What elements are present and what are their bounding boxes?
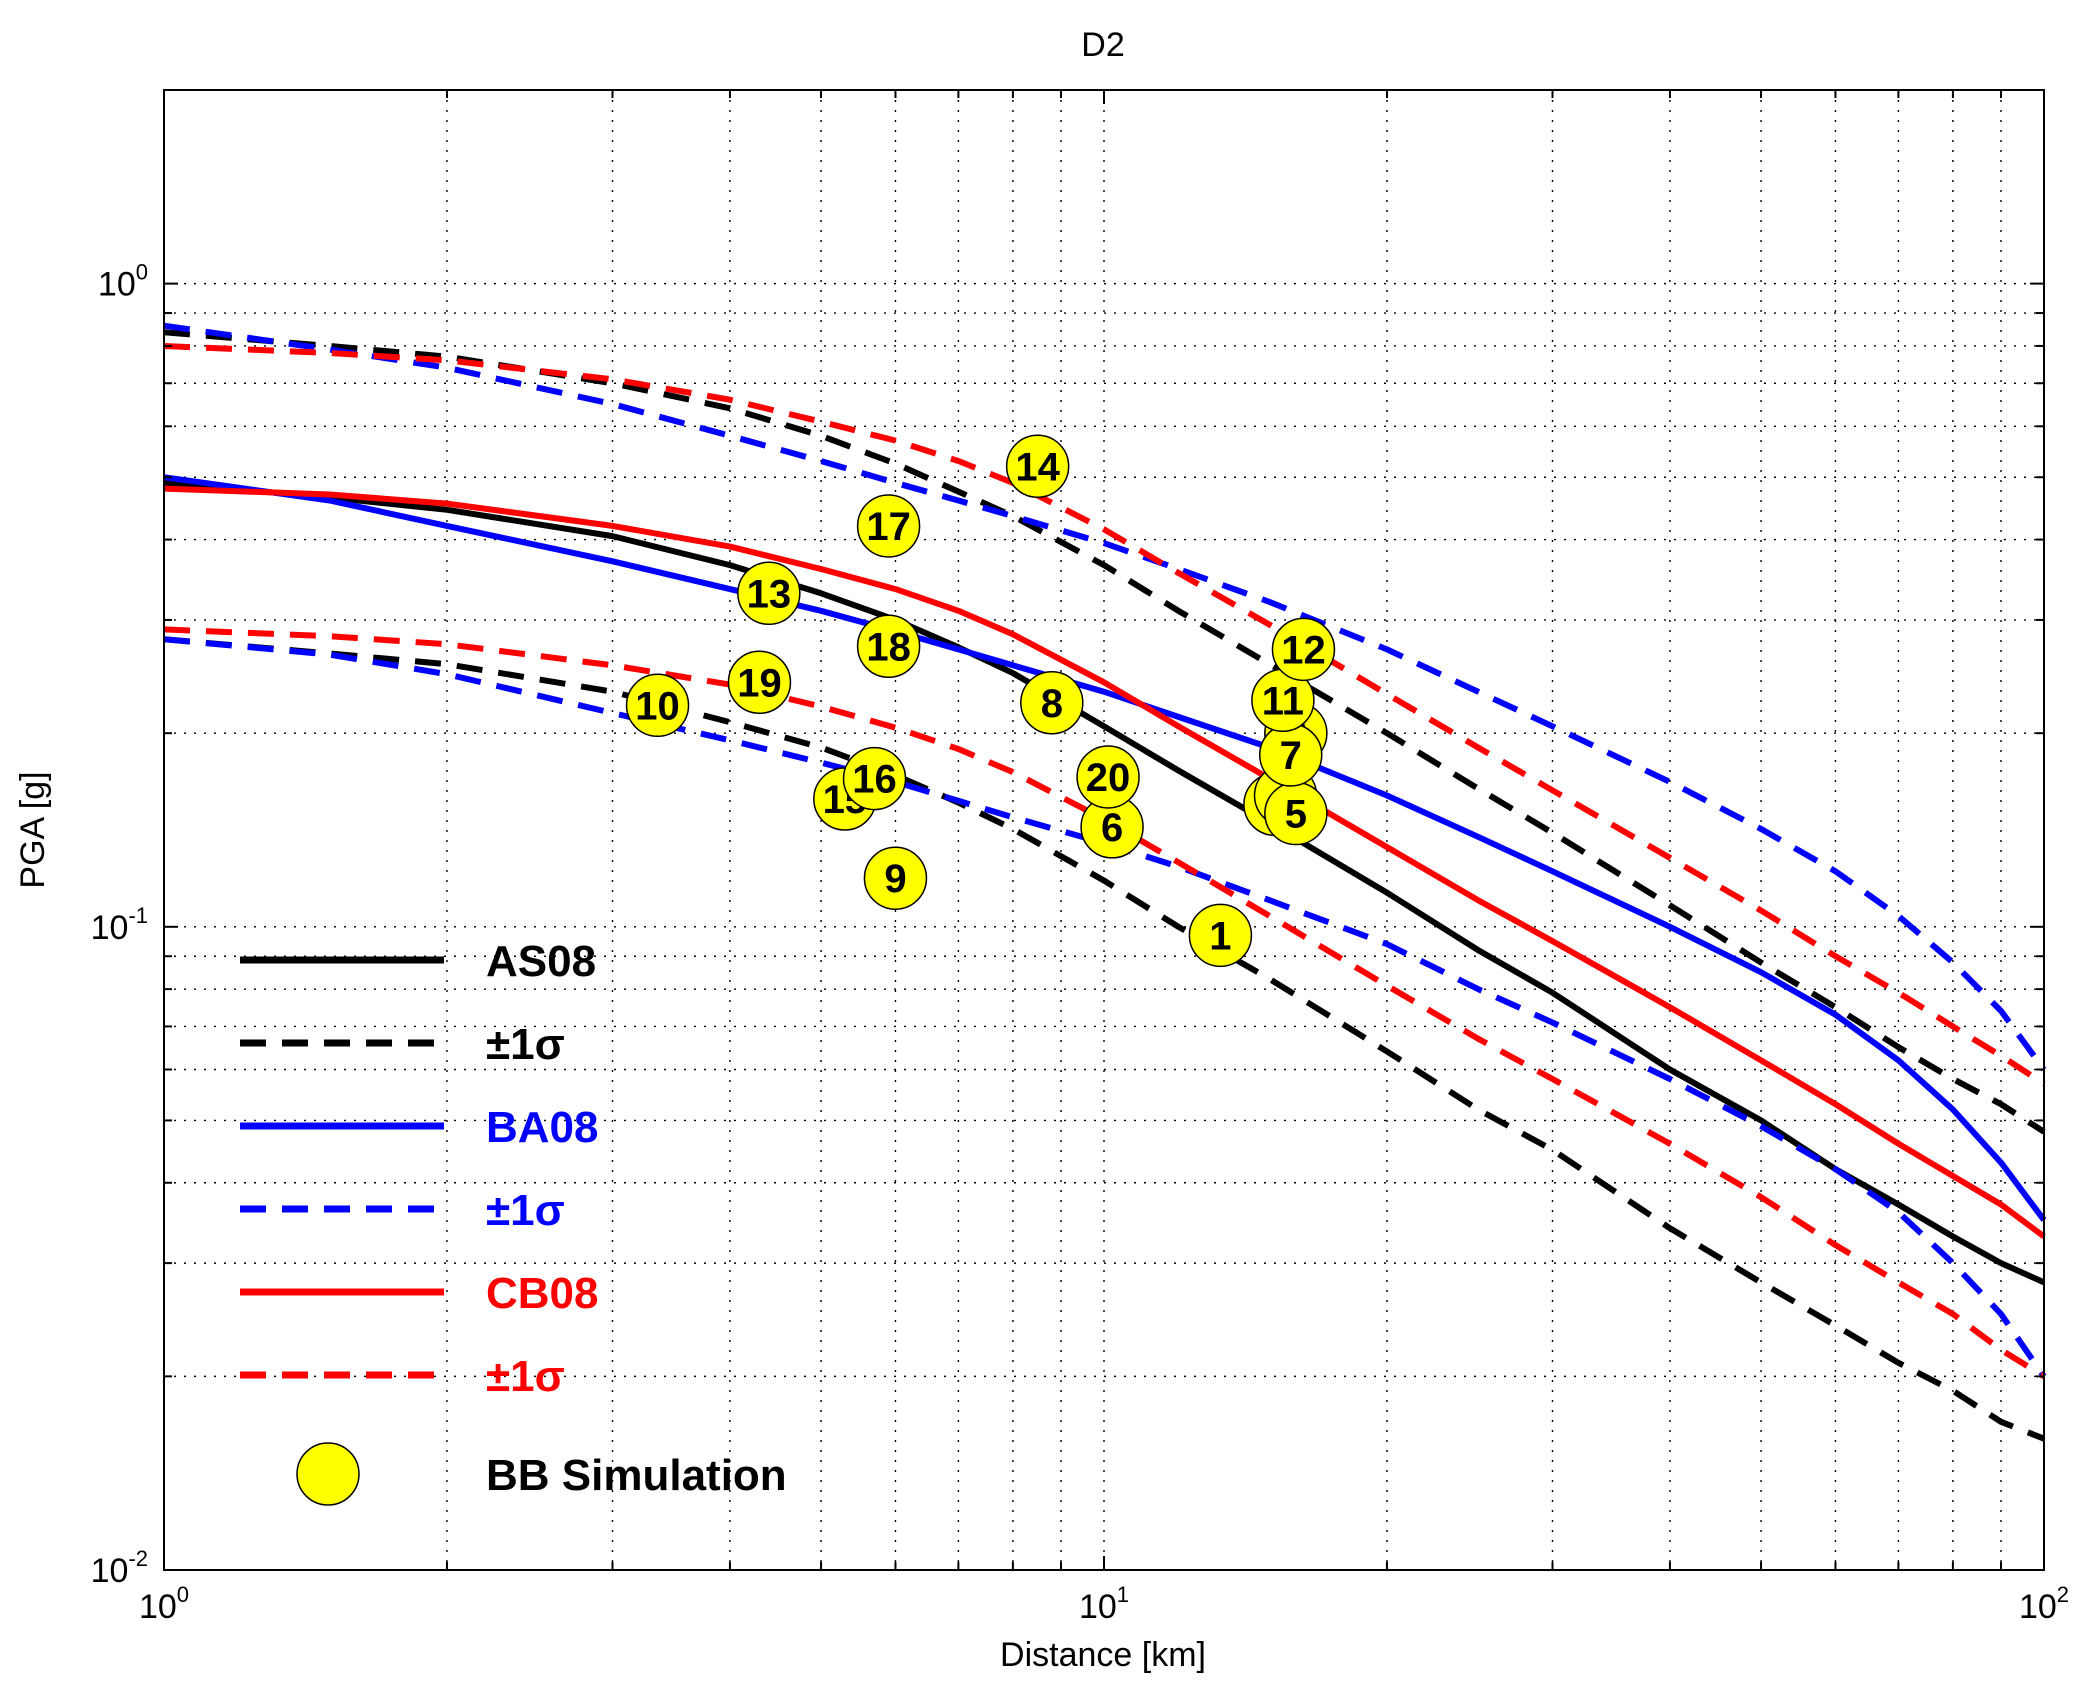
series-line-6 <box>163 485 2046 1239</box>
point-marker <box>856 614 921 679</box>
bb-simulation-point-20: 20 <box>1076 745 1140 809</box>
series-line-3 <box>163 474 2047 1222</box>
x-tick-label: 100 <box>139 1582 189 1626</box>
series-line-4 <box>163 322 2047 1072</box>
point-marker <box>1076 745 1140 809</box>
y-tick-label: 100 <box>98 260 148 304</box>
point-marker <box>737 561 801 626</box>
point-label: 12 <box>1281 628 1326 672</box>
series-line-1 <box>163 329 2046 1135</box>
legend-item-0: AS08 <box>240 937 596 986</box>
legend-label: CB08 <box>486 1269 599 1318</box>
y-axis-label: PGA [g] <box>14 771 52 888</box>
point-label: 11 <box>1262 679 1304 723</box>
point-marker <box>625 673 690 738</box>
legend-item-2: BA08 <box>240 1103 599 1152</box>
point-label: 1 <box>1209 914 1231 958</box>
point-label: 13 <box>747 572 792 616</box>
grid <box>164 90 2044 1570</box>
point-marker <box>856 494 921 558</box>
point-label: 7 <box>1280 734 1302 778</box>
legend-item-3: ±1σ <box>240 1186 565 1235</box>
point-marker <box>1188 903 1253 968</box>
x-tick-label: 102 <box>2019 1582 2069 1626</box>
y-tick-label: 10-2 <box>91 1546 148 1590</box>
bb-simulation-point-19: 19 <box>727 650 792 715</box>
point-label: 8 <box>1041 682 1063 726</box>
point-label: 19 <box>737 661 782 705</box>
point-label: 17 <box>866 505 911 549</box>
point-label: 9 <box>884 857 906 901</box>
bb-simulation-point-17: 17 <box>856 494 921 558</box>
bb-simulation-point-9: 9 <box>863 846 928 910</box>
bb-simulation-point-12: 12 <box>1271 617 1336 682</box>
bb-simulation-point-1: 1 <box>1188 903 1253 968</box>
legend-marker <box>296 1442 360 1506</box>
point-label: 20 <box>1086 756 1131 800</box>
legend-label: BA08 <box>486 1103 599 1152</box>
y-tick-label: 10-1 <box>91 903 148 947</box>
legend-item-6: BB Simulation <box>296 1442 787 1506</box>
bb-simulation-point-14: 14 <box>1005 434 1070 499</box>
point-marker <box>1271 617 1336 682</box>
point-label: 10 <box>635 684 680 728</box>
x-axis-label: Distance [km] <box>1000 1636 1206 1674</box>
chart-title: D2 <box>1081 26 1124 64</box>
legend-label: ±1σ <box>486 1020 565 1069</box>
point-label: 5 <box>1285 793 1307 837</box>
bb-simulation-point-7: 7 <box>1258 723 1323 787</box>
legend-item-5: ±1σ <box>240 1352 565 1401</box>
legend-item-1: ±1σ <box>240 1020 565 1069</box>
point-label: 16 <box>852 758 897 802</box>
bb-simulation-point-10: 10 <box>625 673 690 738</box>
point-label: 18 <box>866 625 911 669</box>
x-tick-label: 101 <box>1079 1582 1129 1626</box>
legend-label: BB Simulation <box>486 1451 787 1500</box>
point-marker <box>842 746 907 811</box>
point-label: 6 <box>1101 806 1123 850</box>
bb-simulation-point-5: 5 <box>1264 781 1328 846</box>
legend-item-4: CB08 <box>240 1269 599 1318</box>
series-line-8 <box>163 626 2046 1379</box>
point-label: 14 <box>1015 445 1060 489</box>
legend-label: ±1σ <box>486 1186 565 1235</box>
point-marker <box>1005 434 1070 499</box>
series-line-0 <box>163 479 2046 1286</box>
legend: AS08 ±1σ BA08 ±1σ CB08 ±1σ BB Simulation <box>240 937 787 1506</box>
point-marker <box>1020 671 1084 735</box>
point-marker <box>863 846 928 910</box>
series-line-7 <box>163 343 2046 1087</box>
legend-label: ±1σ <box>486 1352 565 1401</box>
bb-simulation-point-18: 18 <box>856 614 921 679</box>
bb-simulation-point-16: 16 <box>842 746 907 811</box>
point-marker <box>727 650 792 715</box>
bb-simulation-point-8: 8 <box>1020 671 1084 735</box>
bb-simulation-point-11: 11 <box>1251 668 1315 733</box>
legend-label: AS08 <box>486 937 596 986</box>
simulation-points: 1234567891011121314151617181920 <box>625 434 1336 968</box>
bb-simulation-point-13: 13 <box>737 561 801 626</box>
